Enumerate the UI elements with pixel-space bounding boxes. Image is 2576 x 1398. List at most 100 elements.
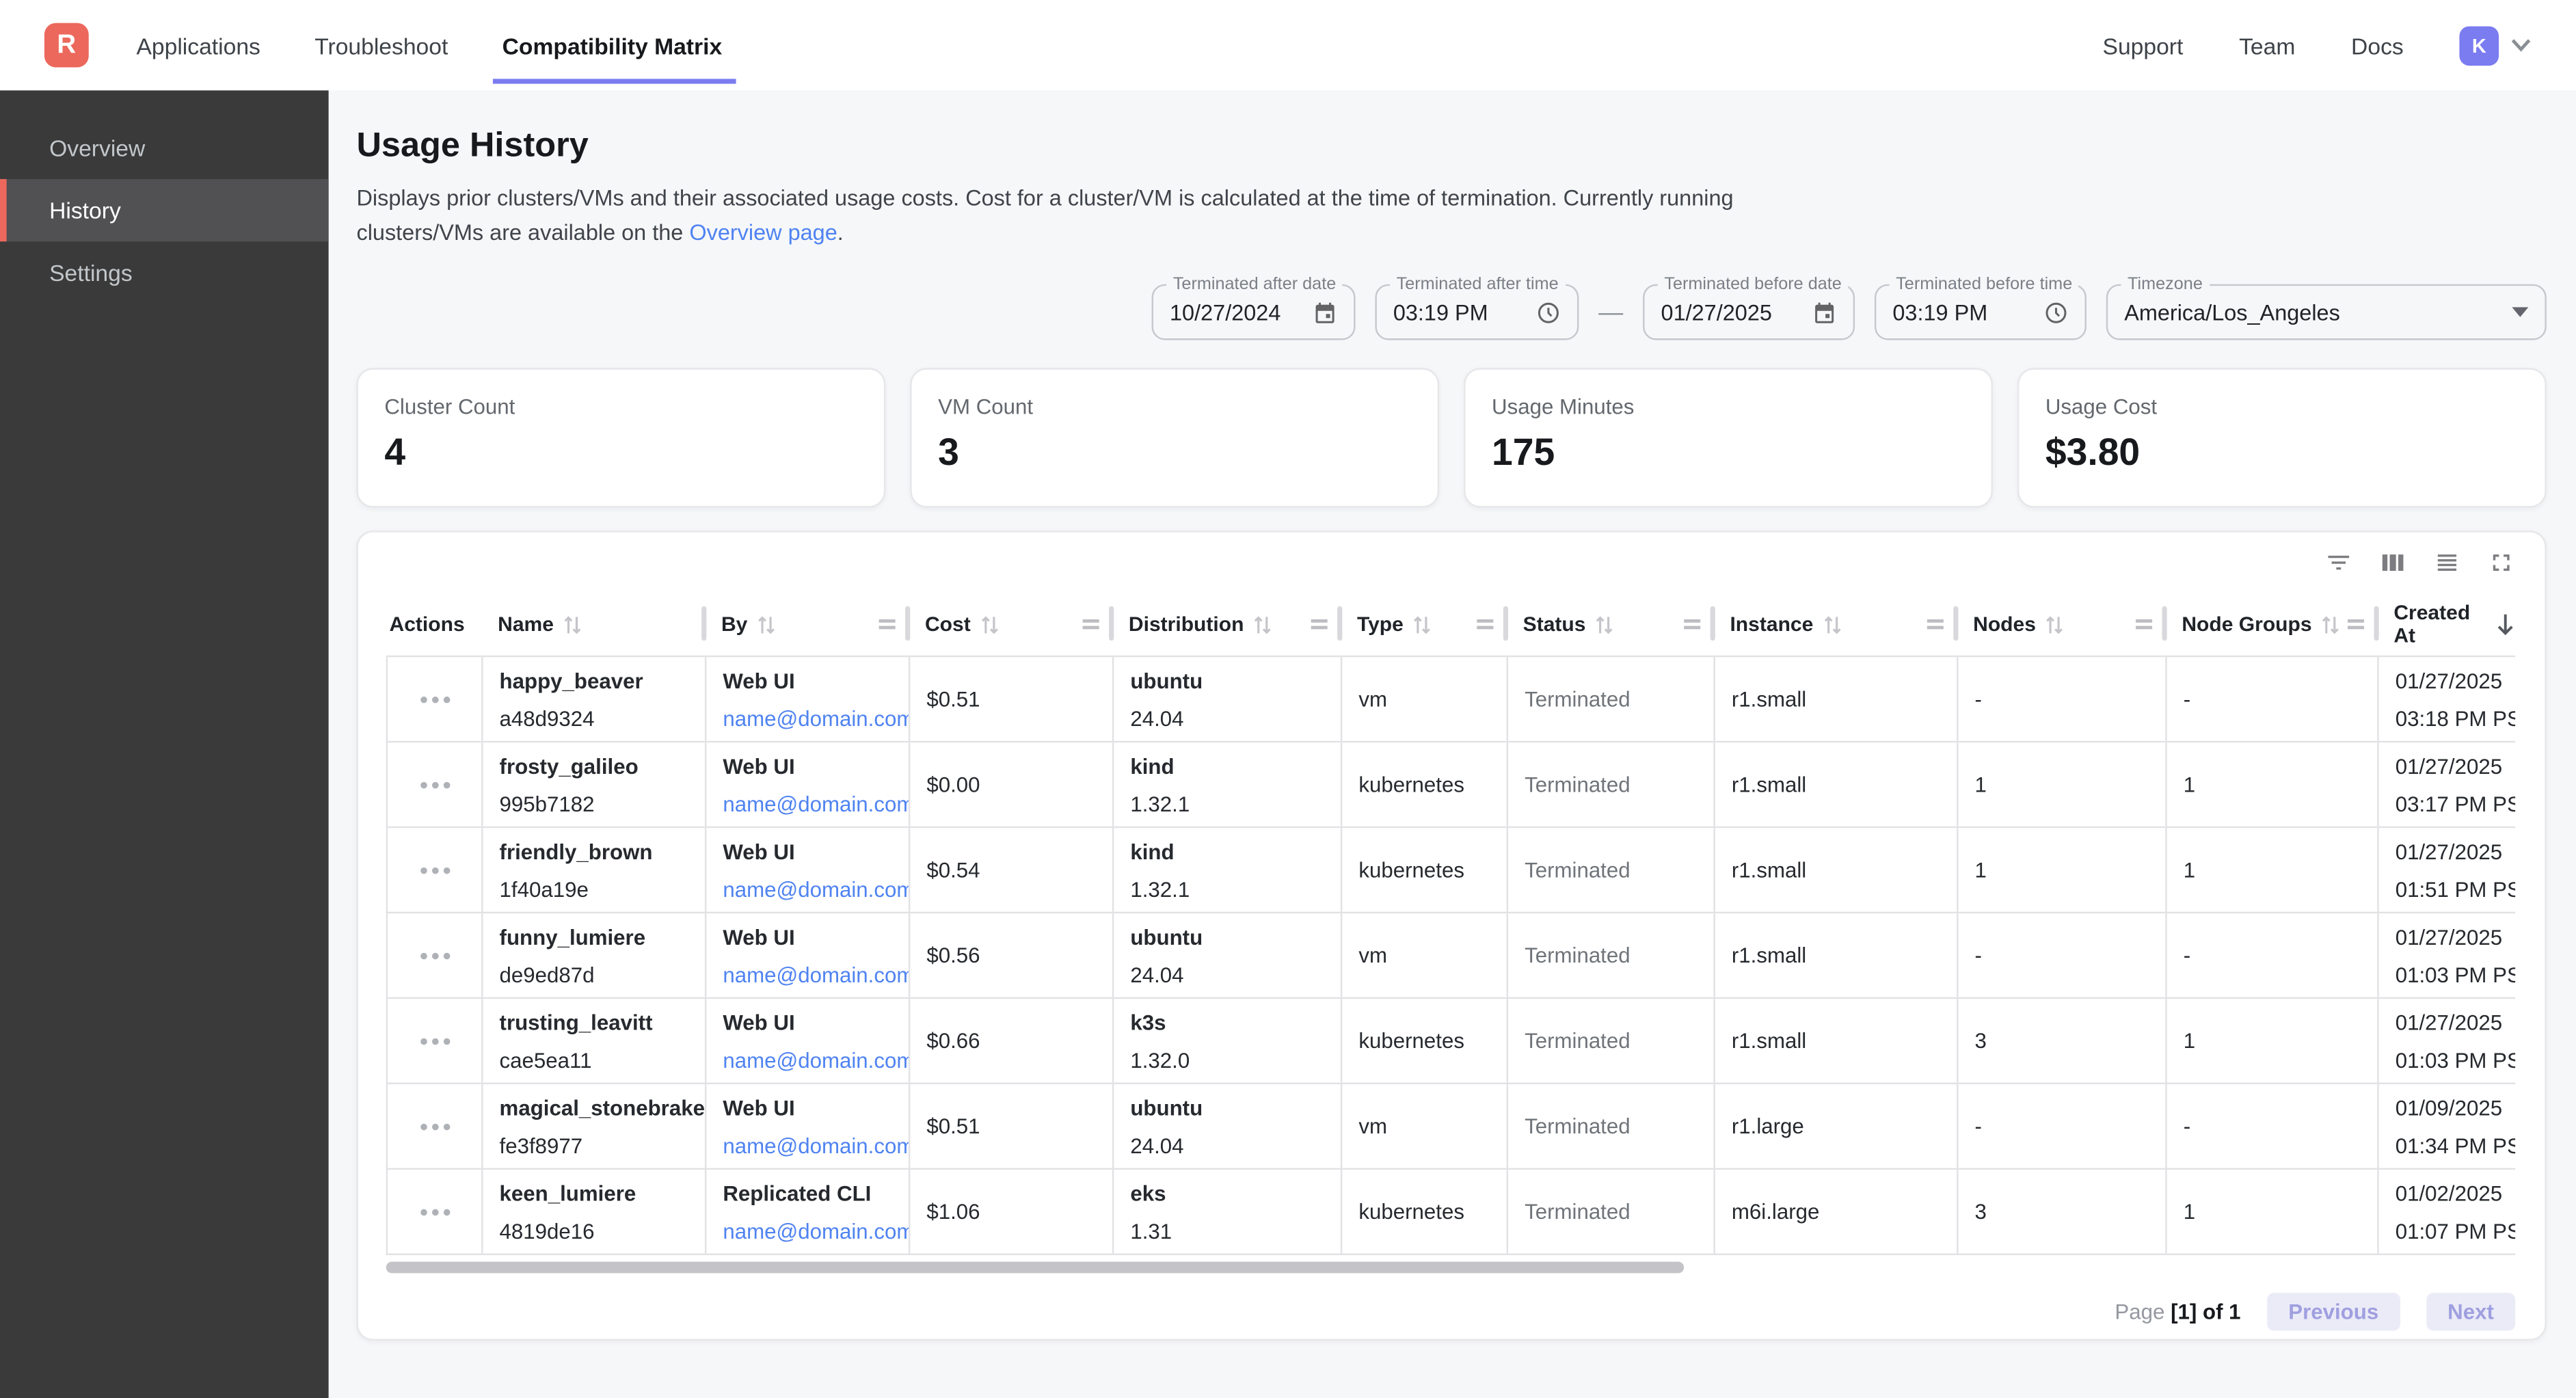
- more-options-icon[interactable]: [419, 952, 450, 959]
- column-menu-icon[interactable]: [878, 619, 896, 630]
- chevron-down-icon[interactable]: [2510, 38, 2532, 53]
- sort-desc-icon[interactable]: [2495, 613, 2515, 636]
- column-separator[interactable]: [1710, 606, 1715, 641]
- column-separator[interactable]: [2374, 606, 2379, 641]
- column-separator[interactable]: [1503, 606, 1509, 641]
- filter-terminated-after-time[interactable]: Terminated after time 03:19 PM: [1375, 274, 1579, 340]
- more-options-icon[interactable]: [419, 1123, 450, 1130]
- horizontal-scrollbar-thumb[interactable]: [386, 1261, 1685, 1274]
- filter-icon[interactable]: [2324, 549, 2352, 577]
- columns-icon[interactable]: [2379, 549, 2407, 577]
- column-header-by[interactable]: By: [705, 593, 911, 656]
- column-menu-icon[interactable]: [2348, 619, 2365, 630]
- email-link[interactable]: name@domain.com: [723, 705, 911, 731]
- row-actions-button[interactable]: [388, 657, 483, 741]
- column-separator[interactable]: [1337, 606, 1343, 641]
- cell-name: frosty_galileo 995b7182: [483, 742, 707, 826]
- column-label: By: [721, 613, 748, 636]
- sidebar-item-settings[interactable]: Settings: [49, 259, 133, 286]
- sort-icon[interactable]: [1823, 614, 1841, 635]
- filter-value[interactable]: 03:19 PM: [1393, 299, 1488, 325]
- calendar-icon[interactable]: [1812, 300, 1837, 325]
- account-menu[interactable]: K: [2459, 25, 2532, 65]
- filter-terminated-after-date[interactable]: Terminated after date 10/27/2024: [1151, 274, 1356, 340]
- more-options-icon[interactable]: [419, 1208, 450, 1215]
- column-header-status[interactable]: Status: [1507, 593, 1715, 656]
- row-actions-button[interactable]: [388, 742, 483, 826]
- column-menu-icon[interactable]: [1311, 619, 1328, 630]
- column-separator[interactable]: [701, 606, 707, 641]
- filter-value[interactable]: America/Los_Angeles: [2124, 299, 2340, 325]
- row-actions-button[interactable]: [388, 1084, 483, 1168]
- email-link[interactable]: name@domain.com: [723, 1132, 911, 1157]
- email-link[interactable]: name@domain.com: [723, 791, 911, 816]
- email-link[interactable]: name@domain.com: [723, 962, 911, 987]
- sidebar-item-overview[interactable]: Overview: [49, 135, 146, 161]
- row-actions-button[interactable]: [388, 1170, 483, 1254]
- filter-terminated-before-time[interactable]: Terminated before time 03:19 PM: [1874, 274, 2087, 340]
- sort-icon[interactable]: [563, 614, 581, 635]
- filter-value[interactable]: 10/27/2024: [1170, 299, 1281, 325]
- sort-icon[interactable]: [1254, 614, 1272, 635]
- avatar[interactable]: K: [2459, 25, 2499, 65]
- column-separator[interactable]: [2162, 606, 2167, 641]
- nav-link-team[interactable]: Team: [2239, 31, 2296, 59]
- density-icon[interactable]: [2433, 549, 2461, 577]
- row-actions-button[interactable]: [388, 828, 483, 912]
- column-header-type[interactable]: Type: [1341, 593, 1509, 656]
- nav-link-docs[interactable]: Docs: [2351, 31, 2404, 59]
- email-link[interactable]: name@domain.com: [723, 876, 911, 902]
- column-header-node-groups[interactable]: Node Groups: [2165, 593, 2379, 656]
- next-page-button[interactable]: Next: [2426, 1292, 2516, 1330]
- column-header-nodes[interactable]: Nodes: [1957, 593, 2167, 656]
- column-header-created-at[interactable]: Created At: [2377, 593, 2515, 656]
- sort-icon[interactable]: [980, 614, 998, 635]
- nav-link-support[interactable]: Support: [2102, 31, 2184, 59]
- row-actions-button[interactable]: [388, 999, 483, 1083]
- overview-page-link[interactable]: Overview page: [689, 220, 837, 245]
- more-options-icon[interactable]: [419, 866, 450, 874]
- previous-page-button[interactable]: Previous: [2267, 1292, 2400, 1330]
- more-options-icon[interactable]: [419, 781, 450, 788]
- stat-card-usage-cost: Usage Cost $3.80: [2017, 368, 2547, 508]
- row-actions-button[interactable]: [388, 913, 483, 997]
- column-menu-icon[interactable]: [1477, 619, 1494, 630]
- cell-nodes: 3: [1958, 999, 2167, 1083]
- sort-icon[interactable]: [2322, 614, 2339, 635]
- column-separator[interactable]: [1109, 606, 1114, 641]
- column-menu-icon[interactable]: [1927, 619, 1944, 630]
- more-options-icon[interactable]: [419, 695, 450, 703]
- column-menu-icon[interactable]: [1684, 619, 1701, 630]
- email-link[interactable]: name@domain.com: [723, 1218, 911, 1243]
- column-separator[interactable]: [905, 606, 911, 641]
- filter-value[interactable]: 03:19 PM: [1892, 299, 1988, 325]
- column-header-name[interactable]: Name: [481, 593, 707, 656]
- replicated-logo[interactable]: R: [44, 23, 89, 68]
- filter-terminated-before-date[interactable]: Terminated before date 01/27/2025: [1643, 274, 1855, 340]
- calendar-icon[interactable]: [1313, 300, 1337, 325]
- sort-icon[interactable]: [1413, 614, 1431, 635]
- nav-tab-applications[interactable]: Applications: [136, 31, 260, 59]
- column-menu-icon[interactable]: [2136, 619, 2153, 630]
- more-options-icon[interactable]: [419, 1037, 450, 1045]
- column-header-cost[interactable]: Cost: [909, 593, 1114, 656]
- sort-icon[interactable]: [757, 614, 775, 635]
- column-separator[interactable]: [1953, 606, 1959, 641]
- sidebar-item-history[interactable]: History: [0, 178, 329, 242]
- filter-value[interactable]: 01/27/2025: [1661, 299, 1772, 325]
- sort-icon[interactable]: [1596, 614, 1613, 635]
- clock-icon[interactable]: [1536, 300, 1561, 325]
- nav-tab-compatibility-matrix[interactable]: Compatibility Matrix: [492, 0, 735, 90]
- email-link[interactable]: name@domain.com: [723, 1047, 911, 1073]
- filter-timezone[interactable]: Timezone America/Los_Angeles: [2106, 274, 2547, 340]
- nav-tab-troubleshoot[interactable]: Troubleshoot: [314, 31, 448, 59]
- dropdown-caret-icon[interactable]: [2512, 307, 2529, 317]
- column-header-distribution[interactable]: Distribution: [1112, 593, 1343, 656]
- fullscreen-icon[interactable]: [2487, 549, 2515, 577]
- column-header-instance[interactable]: Instance: [1713, 593, 1959, 656]
- clock-icon[interactable]: [2043, 300, 2068, 325]
- column-menu-icon[interactable]: [1082, 619, 1099, 630]
- sort-icon[interactable]: [2045, 614, 2063, 635]
- pagination: Page [1] of 1 Previous Next: [358, 1283, 2545, 1339]
- column-header-actions[interactable]: Actions: [386, 593, 481, 656]
